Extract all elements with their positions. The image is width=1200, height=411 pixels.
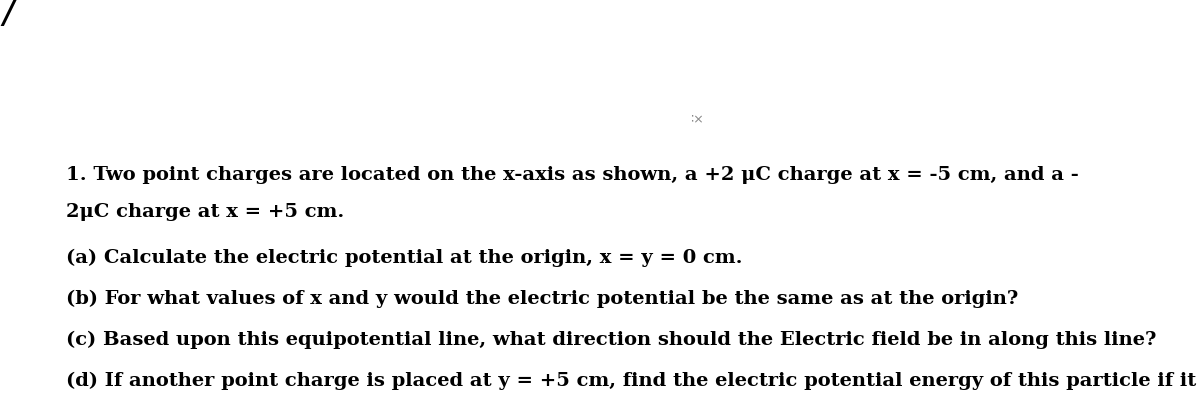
Text: 2μC charge at x = +5 cm.: 2μC charge at x = +5 cm. bbox=[66, 203, 344, 222]
Text: 1. Two point charges are located on the x-axis as shown, a +2 μC charge at x = -: 1. Two point charges are located on the … bbox=[66, 166, 1079, 185]
Text: /: / bbox=[2, 0, 14, 30]
Text: (c) Based upon this equipotential line, what direction should the Electric field: (c) Based upon this equipotential line, … bbox=[66, 331, 1157, 349]
Text: (a) Calculate the electric potential at the origin, x = y = 0 cm.: (a) Calculate the electric potential at … bbox=[66, 249, 743, 267]
Text: (d) If another point charge is placed at y = +5 cm, find the electric potential : (d) If another point charge is placed at… bbox=[66, 372, 1200, 390]
Text: ∶×: ∶× bbox=[690, 113, 704, 126]
Text: (b) For what values of x and y would the electric potential be the same as at th: (b) For what values of x and y would the… bbox=[66, 290, 1019, 308]
